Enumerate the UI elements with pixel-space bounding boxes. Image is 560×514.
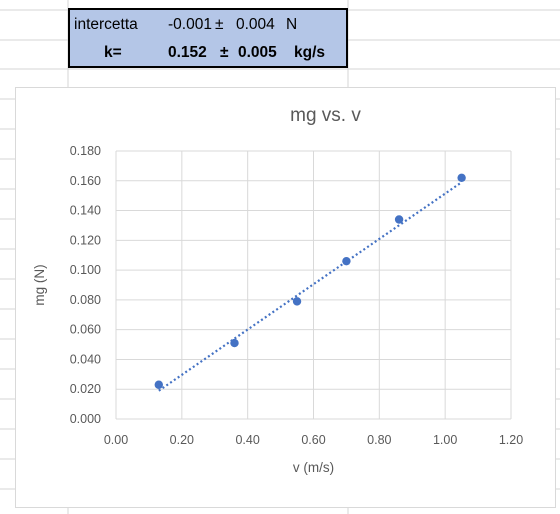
x-tick-label: 1.00 [433, 433, 457, 447]
intercept-unit: N [286, 16, 298, 33]
x-axis-title: v (m/s) [293, 460, 334, 475]
data-point[interactable] [342, 256, 351, 266]
y-tick-label: 0.040 [70, 352, 101, 366]
fit-summary-box[interactable]: intercetta -0.001 ± 0.004 N k= 0.152 ± 0… [68, 8, 348, 68]
k-pm: ± [220, 44, 229, 61]
data-point[interactable] [457, 173, 466, 182]
data-point[interactable] [230, 338, 239, 348]
x-tick-label: 0.40 [235, 433, 259, 447]
intercept-value: -0.001 [168, 16, 212, 33]
x-tick-label: 0.80 [367, 433, 391, 447]
x-tick-label: 0.20 [170, 433, 194, 447]
scatter-chart: mg vs. v 0.000 0.020 0.040 0.060 0.080 0.100 0.… [32, 105, 523, 475]
y-tick-label: 0.080 [70, 293, 101, 307]
data-point[interactable] [154, 380, 163, 389]
chart-title: mg vs. v [290, 105, 361, 126]
x-tick-label: 0.00 [104, 433, 128, 447]
intercept-error: 0.004 [236, 16, 275, 33]
x-tick-label: 0.60 [301, 433, 325, 447]
data-point[interactable] [394, 215, 404, 224]
y-tick-label: 0.140 [70, 204, 101, 218]
data-point[interactable] [292, 297, 302, 306]
y-axis-title: mg (N) [32, 264, 47, 305]
y-tick-label: 0.180 [70, 144, 101, 158]
intercept-pm: ± [215, 16, 224, 33]
trendline [158, 181, 463, 392]
k-error: 0.005 [238, 44, 277, 61]
intercept-row: intercetta -0.001 ± 0.004 N [70, 11, 346, 39]
k-value: 0.152 [168, 44, 207, 61]
k-unit: kg/s [294, 44, 326, 61]
y-tick-label: 0.100 [70, 263, 101, 277]
k-row: k= 0.152 ± 0.005 kg/s [70, 39, 346, 67]
k-label: k= [104, 44, 122, 61]
y-tick-label: 0.060 [70, 323, 101, 337]
y-tick-label: 0.120 [70, 233, 101, 247]
y-tick-label: 0.000 [70, 412, 101, 426]
y-tick-label: 0.160 [70, 174, 101, 188]
intercept-label: intercetta [74, 16, 138, 33]
x-tick-label: 1.20 [499, 433, 523, 447]
y-tick-label: 0.020 [70, 382, 101, 396]
chart-area[interactable]: mg vs. v 0.000 0.020 0.040 0.060 0.080 0.100 0.… [15, 87, 556, 508]
